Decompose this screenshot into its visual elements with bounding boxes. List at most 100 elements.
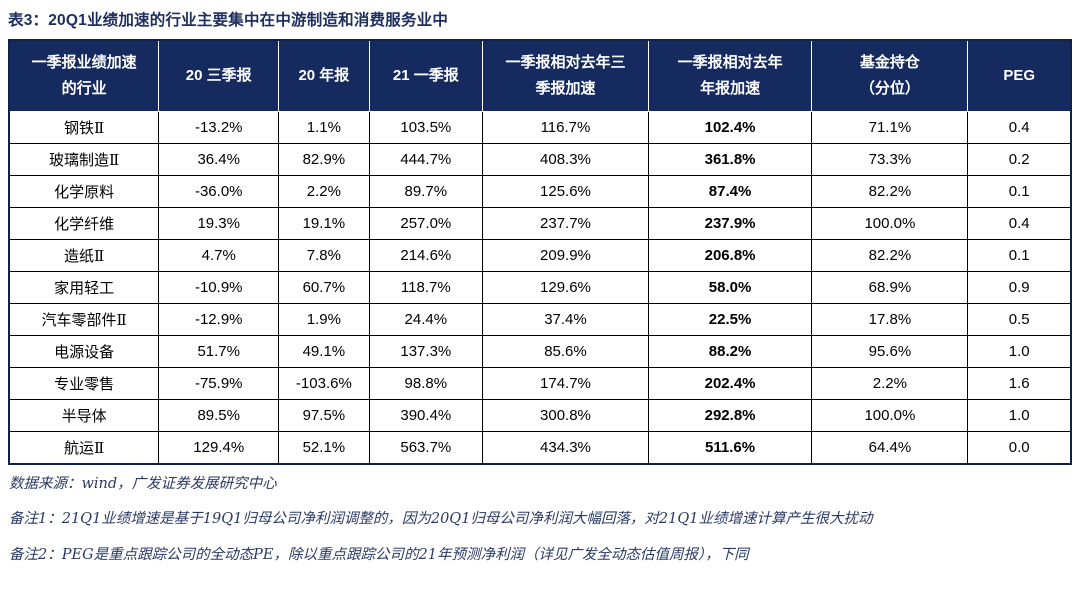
value-cell: 0.4 [967, 111, 1072, 144]
value-cell: 0.1 [967, 239, 1072, 272]
value-cell: -12.9% [158, 303, 280, 336]
industry-cell: 钢铁Ⅱ [8, 111, 160, 144]
value-cell: 292.8% [647, 399, 813, 432]
value-cell: -75.9% [158, 367, 280, 400]
table-row: 专业零售 -75.9% -103.6% 98.8% 174.7% 202.4% 2.2% 1.… [8, 367, 1072, 400]
table-footnotes: 数据来源：wind，广发证券发展研究中心 备注1：21Q1业绩增速是基于19Q1… [8, 472, 1072, 564]
table-header-row: 一季报业绩加速 的行业 20 三季报 20 年报 21 一季报 一季报相对去年三 季报加… [8, 39, 1073, 112]
value-cell: 89.7% [368, 175, 484, 208]
table-row: 半导体 89.5% 97.5% 390.4% 300.8% 292.8% 100.0% 1.0 [8, 399, 1072, 432]
industry-cell: 汽车零部件Ⅱ [8, 303, 160, 336]
industry-cell: 航运Ⅱ [8, 431, 160, 465]
value-cell: -103.6% [278, 367, 370, 400]
value-cell: 100.0% [811, 399, 969, 432]
value-cell: -13.2% [158, 111, 280, 144]
value-cell: 82.2% [811, 175, 969, 208]
value-cell: 60.7% [278, 271, 370, 304]
value-cell: 58.0% [647, 271, 813, 304]
table-row: 玻璃制造Ⅱ 36.4% 82.9% 444.7% 408.3% 361.8% 73.3% 0.… [8, 143, 1072, 176]
value-cell: 52.1% [278, 431, 370, 465]
data-source-note: 数据来源：wind，广发证券发展研究中心 [9, 476, 277, 492]
value-cell: 95.6% [811, 335, 969, 368]
value-cell: 237.7% [482, 207, 649, 240]
value-cell: 300.8% [482, 399, 649, 432]
value-cell: 257.0% [368, 207, 484, 240]
table-row: 汽车零部件Ⅱ -12.9% 1.9% 24.4% 37.4% 22.5% 17.8% 0.5 [8, 303, 1072, 336]
value-cell: -36.0% [158, 175, 280, 208]
value-cell: 1.1% [278, 111, 370, 144]
value-cell: 1.9% [278, 303, 370, 336]
value-cell: 64.4% [811, 431, 969, 465]
table-row: 化学原料 -36.0% 2.2% 89.7% 125.6% 87.4% 82.2% 0.1 [8, 175, 1072, 208]
value-cell: 98.8% [368, 367, 484, 400]
value-cell: 390.4% [368, 399, 484, 432]
value-cell: 51.7% [158, 335, 280, 368]
value-cell: 361.8% [647, 143, 813, 176]
table-row: 钢铁Ⅱ -13.2% 1.1% 103.5% 116.7% 102.4% 71.1% 0.4 [8, 111, 1072, 144]
value-cell: 563.7% [368, 431, 484, 465]
footnote-2: 备注2：PEG是重点跟踪公司的全动态PE，除以重点跟踪公司的21年预测净利润（详… [9, 547, 749, 563]
value-cell: 19.3% [158, 207, 280, 240]
value-cell: 129.4% [158, 431, 280, 465]
value-cell: 37.4% [482, 303, 649, 336]
value-cell: 2.2% [811, 367, 969, 400]
value-cell: 214.6% [368, 239, 484, 272]
value-cell: 0.0 [967, 431, 1072, 465]
value-cell: 0.1 [967, 175, 1072, 208]
value-cell: 89.5% [158, 399, 280, 432]
value-cell: 0.2 [967, 143, 1072, 176]
table-row: 化学纤维 19.3% 19.1% 257.0% 237.7% 237.9% 100.0% 0.… [8, 207, 1072, 240]
value-cell: 202.4% [647, 367, 813, 400]
value-cell: 209.9% [482, 239, 649, 272]
value-cell: 100.0% [811, 207, 969, 240]
table-row: 造纸Ⅱ 4.7% 7.8% 214.6% 209.9% 206.8% 82.2% 0.1 [8, 239, 1072, 272]
column-header-7: PEG [967, 39, 1073, 112]
value-cell: 408.3% [482, 143, 649, 176]
value-cell: 22.5% [647, 303, 813, 336]
value-cell: 206.8% [647, 239, 813, 272]
value-cell: 137.3% [368, 335, 484, 368]
value-cell: 125.6% [482, 175, 649, 208]
value-cell: 116.7% [482, 111, 649, 144]
value-cell: 1.6 [967, 367, 1072, 400]
value-cell: 237.9% [647, 207, 813, 240]
table-row: 家用轻工 -10.9% 60.7% 118.7% 129.6% 58.0% 68.9% 0.9 [8, 271, 1072, 304]
value-cell: 2.2% [278, 175, 370, 208]
industry-cell: 半导体 [8, 399, 160, 432]
value-cell: 103.5% [368, 111, 484, 144]
value-cell: 82.2% [811, 239, 969, 272]
table-row: 电源设备 51.7% 49.1% 137.3% 85.6% 88.2% 95.6% 1.0 [8, 335, 1072, 368]
industry-cell: 化学纤维 [8, 207, 160, 240]
value-cell: 129.6% [482, 271, 649, 304]
industry-cell: 化学原料 [8, 175, 160, 208]
table-body: 钢铁Ⅱ -13.2% 1.1% 103.5% 116.7% 102.4% 71.1% 0.4 玻… [8, 111, 1072, 465]
table-title: 表3：20Q1业绩加速的行业主要集中在中游制造和消费服务业中 [8, 12, 449, 29]
value-cell: 17.8% [811, 303, 969, 336]
value-cell: 68.9% [811, 271, 969, 304]
value-cell: 0.5 [967, 303, 1072, 336]
value-cell: 434.3% [482, 431, 649, 465]
industry-cell: 电源设备 [8, 335, 160, 368]
column-header-5: 一季报相对去年 年报加速 [647, 39, 813, 112]
value-cell: 174.7% [482, 367, 649, 400]
value-cell: 85.6% [482, 335, 649, 368]
value-cell: 97.5% [278, 399, 370, 432]
report-table-page: 表3：20Q1业绩加速的行业主要集中在中游制造和消费服务业中 一季报业绩加速 的… [8, 12, 1073, 564]
value-cell: 102.4% [647, 111, 813, 144]
value-cell: 1.0 [967, 335, 1072, 368]
value-cell: 1.0 [967, 399, 1072, 432]
value-cell: 19.1% [278, 207, 370, 240]
industry-cell: 玻璃制造Ⅱ [8, 143, 160, 176]
value-cell: 49.1% [278, 335, 370, 368]
value-cell: 7.8% [278, 239, 370, 272]
column-header-1: 20 三季报 [158, 39, 280, 112]
footnote-1: 备注1：21Q1业绩增速是基于19Q1归母公司净利润调整的，因为20Q1归母公司… [9, 511, 873, 527]
value-cell: 87.4% [647, 175, 813, 208]
industry-cell: 家用轻工 [8, 271, 160, 304]
value-cell: 88.2% [647, 335, 813, 368]
value-cell: 36.4% [158, 143, 280, 176]
value-cell: 511.6% [647, 431, 813, 465]
value-cell: 444.7% [368, 143, 484, 176]
industry-cell: 专业零售 [8, 367, 160, 400]
table-row: 航运Ⅱ 129.4% 52.1% 563.7% 434.3% 511.6% 64.4% 0.0 [8, 431, 1072, 465]
